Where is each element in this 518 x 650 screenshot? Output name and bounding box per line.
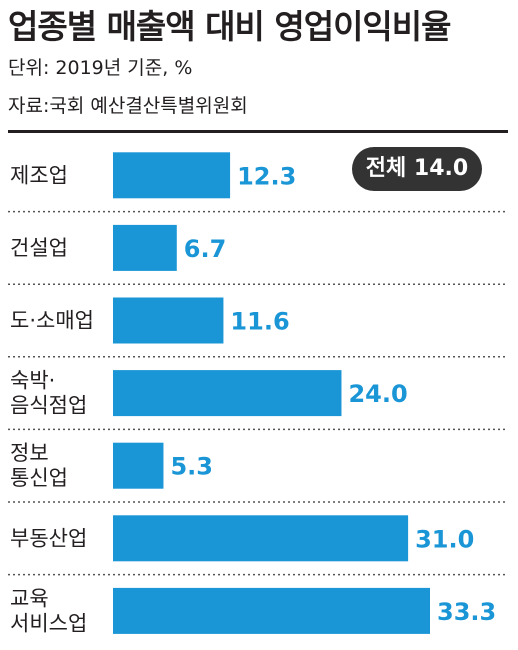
bar <box>113 224 177 271</box>
category-label: 교육 서비스업 <box>10 586 87 635</box>
total-badge: 전체 14.0 <box>352 147 482 191</box>
chart-title: 업종별 매출액 대비 영업이익비율 <box>8 7 452 46</box>
bar <box>113 152 231 199</box>
category-label: 부동산업 <box>10 526 87 550</box>
value-label: 33.3 <box>437 598 496 626</box>
category-label: 숙박· 음식점업 <box>10 369 87 418</box>
value-label: 11.6 <box>230 308 289 336</box>
category-label: 도·소매업 <box>10 309 94 333</box>
bar <box>113 442 164 489</box>
value-label: 5.3 <box>170 453 213 481</box>
bar <box>113 297 224 344</box>
category-label: 건설업 <box>10 236 68 260</box>
value-label: 24.0 <box>348 380 407 408</box>
category-label: 정보 통신업 <box>10 441 68 490</box>
value-label: 12.3 <box>237 162 296 190</box>
value-label: 6.7 <box>184 235 227 263</box>
category-label: 제조업 <box>10 163 68 187</box>
source-note: 자료:국회 예산결산특별위원회 <box>8 95 248 117</box>
bar <box>113 587 430 634</box>
bar <box>113 370 342 417</box>
value-label: 31.0 <box>415 525 474 553</box>
bar <box>113 515 409 562</box>
top-rule <box>8 130 508 133</box>
unit-note: 단위: 2019년 기준, % <box>8 57 193 79</box>
